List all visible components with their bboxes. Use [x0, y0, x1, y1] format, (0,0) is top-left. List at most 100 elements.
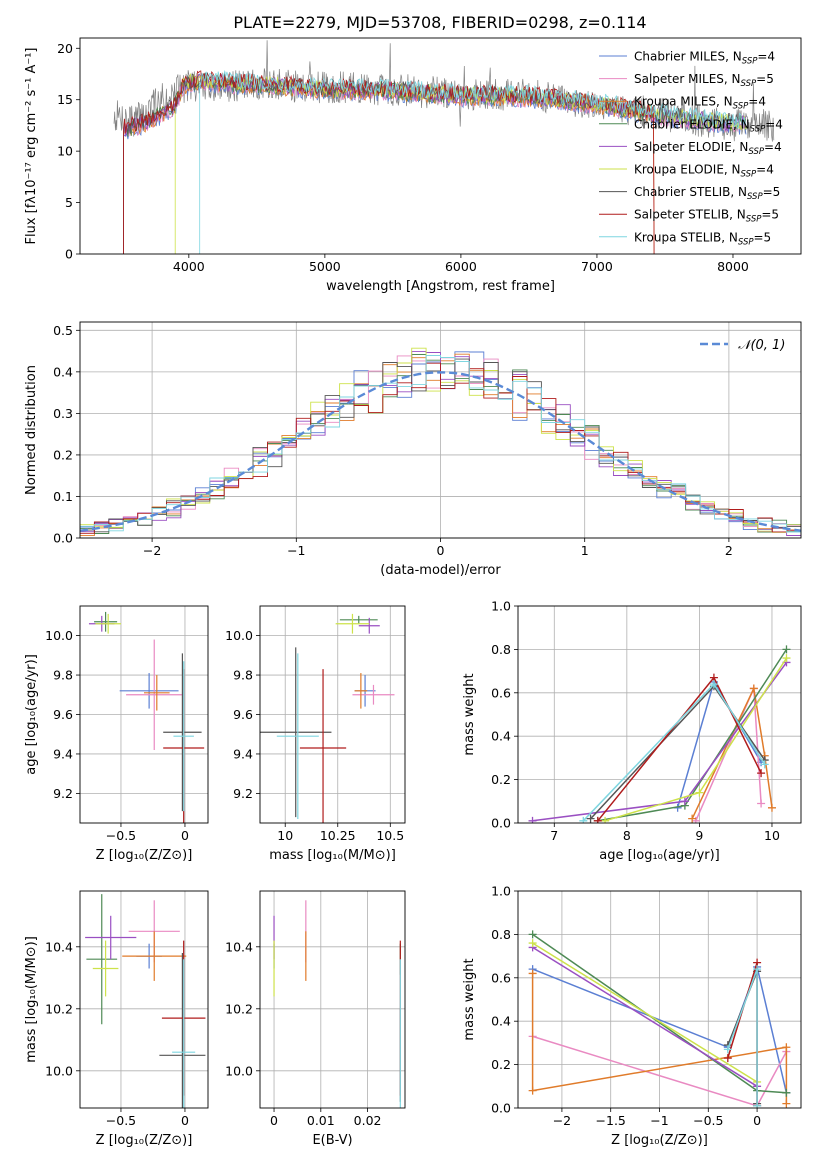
- x-axis-label: age [log₁₀(age/yr)]: [599, 848, 720, 863]
- legend-entry-base: Salpeter STELIB, N: [634, 208, 746, 222]
- data-point-marker: [528, 1086, 537, 1095]
- data-point-marker: [782, 1043, 791, 1052]
- x-tick-label: 7000: [581, 259, 613, 274]
- data-point-marker: [767, 803, 776, 812]
- legend-entry-base: Chabrier ELODIE, N: [634, 117, 750, 131]
- figure-title: PLATE=2279, MJD=53708, FIBERID=0298, z=0…: [233, 13, 646, 32]
- legend-entry: Kroupa MILES, NSSP=4: [634, 95, 766, 112]
- legend-entry-base: Salpeter MILES, N: [634, 72, 741, 86]
- legend-entry: Salpeter STELIB, NSSP=5: [634, 208, 779, 225]
- mass_vs_ebv-panel: 0 0.01 0.02 10.0 10.2 10.4 E(B-V): [225, 890, 406, 1148]
- x-tick-label: 0: [181, 828, 189, 843]
- mass_vs_Z-panel: −0.5 0 10.0 10.2 10.4 Z [log₁₀(Z/Z⊙)] mass [lo…: [24, 890, 209, 1148]
- y-tick-label: 0.8: [491, 927, 511, 942]
- x-axis-label: Z [log₁₀(Z/Z⊙)]: [611, 1133, 708, 1148]
- axes-frame: [517, 890, 802, 1109]
- legend-entry-suffix: =4: [748, 95, 766, 109]
- data-point-marker: [757, 769, 766, 778]
- x-axis-label: Z [log₁₀(Z/Z⊙)]: [96, 848, 193, 863]
- data-point-marker: [782, 1099, 791, 1108]
- y-tick-label: 0: [65, 247, 73, 262]
- plot-area: [80, 38, 801, 254]
- y-tick-label: 10.4: [45, 939, 73, 954]
- x-tick-label: 10: [277, 828, 293, 843]
- y-tick-label: 10.0: [225, 628, 253, 643]
- data-point-marker: [753, 1101, 762, 1108]
- y-tick-label: 10.0: [45, 1063, 73, 1078]
- legend-entry-suffix: =5: [763, 185, 781, 199]
- y-tick-label: 0.3: [53, 406, 73, 421]
- y-tick-label: 15: [57, 92, 73, 107]
- legend-entry-sub: SSP: [741, 79, 757, 89]
- data-point-marker: [757, 799, 766, 808]
- mass-weight-series-2: [691, 685, 773, 820]
- y-tick-label: 10.2: [225, 1001, 253, 1016]
- data-point-marker: [586, 814, 595, 823]
- legend-entry-base: Chabrier MILES, N: [634, 50, 742, 64]
- mass-weight-series-5: [532, 942, 758, 1083]
- x-tick-label: 0: [270, 1113, 278, 1128]
- legend-entry: Kroupa STELIB, NSSP=5: [634, 230, 771, 247]
- legend-entry: Chabrier ELODIE, NSSP=4: [634, 117, 783, 134]
- data-point-marker: [579, 816, 588, 823]
- y-tick-label: 9.8: [53, 668, 73, 683]
- mass-weight-series-2: [531, 973, 788, 1104]
- legend-entry: 𝒩(0, 1): [738, 338, 785, 353]
- legend-entry-sub: SSP: [746, 215, 762, 225]
- x-axis-label: (data-model)/error: [380, 563, 501, 578]
- y-tick-label: 9.2: [53, 786, 73, 801]
- data-point-marker: [753, 965, 762, 974]
- weight_vs_age-panel: 7 8 9 10 0.0 0.2 0.4 0.6 0.8 1.0 age [log₁₀(age/yr…: [462, 599, 802, 863]
- y-tick-label: 0.4: [491, 729, 511, 744]
- y-axis-label: mass weight: [462, 958, 477, 1040]
- y-tick-label: 20: [57, 41, 73, 56]
- axes-frame: [79, 37, 802, 255]
- data-point-marker: [709, 680, 718, 689]
- data-point-marker: [593, 816, 602, 823]
- legend-entry: Salpeter ELODIE, NSSP=4: [634, 140, 782, 157]
- x-axis-label: E(B-V): [312, 1133, 352, 1148]
- model-spectrum-8: [199, 69, 747, 254]
- data-point-marker: [528, 930, 537, 939]
- x-tick-label: 0.01: [307, 1113, 335, 1128]
- x-tick-label: 0: [181, 1113, 189, 1128]
- legend-entry-sub: SSP: [747, 192, 763, 202]
- y-tick-label: 5: [65, 195, 73, 210]
- y-tick-label: 9.2: [233, 786, 253, 801]
- x-tick-label: 10.25: [320, 828, 356, 843]
- legend-entry-suffix: =4: [764, 140, 782, 154]
- legend-entry-base: Salpeter ELODIE, N: [634, 140, 748, 154]
- legend-entry-base: Kroupa MILES, N: [634, 95, 733, 109]
- y-tick-label: 0.2: [53, 447, 73, 462]
- legend-entry-suffix: =4: [756, 163, 774, 177]
- age_vs_Z-panel: −0.5 0 9.2 9.4 9.6 9.8 10.0 Z [log₁₀(Z/Z⊙)] age …: [24, 605, 209, 863]
- axes-frame: [259, 890, 406, 1109]
- y-tick-label: 0.2: [491, 1057, 511, 1072]
- legend-entry-sub: SSP: [748, 147, 764, 157]
- plot-content: [85, 894, 206, 1108]
- data-point-marker: [723, 1045, 732, 1054]
- x-tick-label: 10: [764, 828, 780, 843]
- data-point-marker: [601, 816, 610, 823]
- axes-frame: [259, 605, 406, 824]
- legend-entry-suffix: =4: [765, 117, 783, 131]
- y-axis-label: age [log₁₀(age/yr)]: [24, 654, 39, 775]
- y-tick-label: 0.4: [53, 364, 73, 379]
- legend-entry-base: Chabrier STELIB, N: [634, 185, 747, 199]
- data-point-marker: [760, 760, 769, 769]
- model-spectrum-3: [123, 75, 747, 254]
- data-point-marker: [782, 654, 791, 663]
- x-tick-label: 10.5: [376, 828, 404, 843]
- y-tick-label: 10.2: [45, 1001, 73, 1016]
- y-tick-label: 1.0: [491, 884, 511, 899]
- x-tick-label: −2: [553, 1113, 571, 1128]
- y-tick-label: 9.6: [53, 707, 73, 722]
- legend-entry-sub: SSP: [741, 170, 757, 180]
- x-tick-label: −0.5: [106, 1113, 136, 1128]
- x-tick-label: 9: [695, 828, 703, 843]
- x-tick-label: 8: [623, 828, 631, 843]
- plot-content: [528, 930, 791, 1108]
- legend-entry: Kroupa ELODIE, NSSP=4: [634, 163, 774, 180]
- y-axis-label: mass [log₁₀(M/M⊙)]: [24, 936, 39, 1063]
